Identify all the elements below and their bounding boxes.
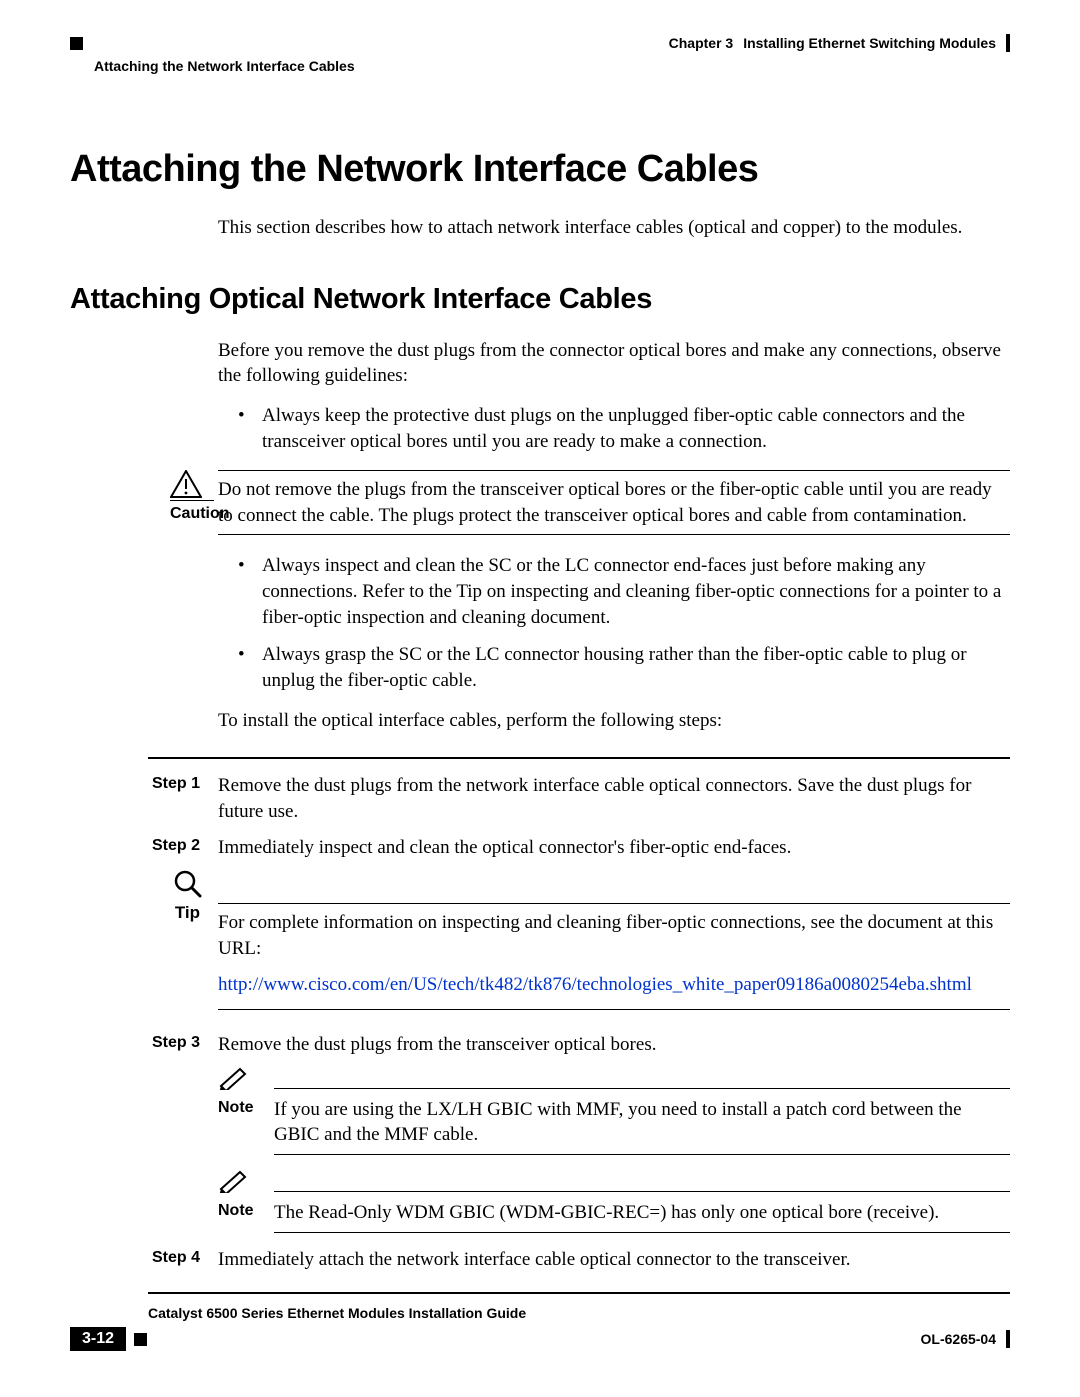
footer-bullet-icon [134,1333,147,1346]
guideline-list-2: Always inspect and clean the SC or the L… [238,553,1010,693]
step-label: Step 4 [70,1247,218,1273]
footer-rule [142,1338,1010,1340]
step-row: Step 3 Remove the dust plugs from the tr… [70,1032,1010,1058]
note-row: Note If you are using the LX/LH GBIC wit… [218,1095,1010,1148]
header-right: Chapter 3 Installing Ethernet Switching … [669,34,1010,52]
tip-icon-row [172,868,1010,903]
note-rule-top [274,1191,1010,1192]
note-icon-cell [218,1169,274,1198]
caution-callout: Caution Do not remove the plugs from the… [70,470,1010,535]
caution-body-column: Do not remove the plugs from the transce… [218,470,1010,535]
footer-bar: 3-12 OL-6265-04 [70,1325,1010,1353]
intro-paragraph: This section describes how to attach net… [218,215,1010,241]
header-section-title: Attaching the Network Interface Cables [70,58,1010,74]
note-icon [218,1066,248,1090]
footer-right: OL-6265-04 [921,1330,1010,1348]
note-icon [218,1169,248,1193]
note-rule-bottom [274,1154,1010,1155]
page-header: Chapter 3 Installing Ethernet Switching … [70,34,1010,52]
caution-icon [170,470,202,498]
tip-icon [172,868,202,898]
caution-icon-underline [170,500,214,501]
caution-rule-top [218,470,1010,471]
footer-page-number: 3-12 [70,1327,126,1351]
note-text: If you are using the LX/LH GBIC with MMF… [274,1095,1010,1148]
guideline-item: Always keep the protective dust plugs on… [238,403,1010,454]
note-text: The Read-Only WDM GBIC (WDM-GBIC-REC=) h… [274,1198,1010,1226]
footer-divider-icon [1006,1330,1010,1348]
step-row: Step 1 Remove the dust plugs from the ne… [70,773,1010,824]
step-label: Step 3 [70,1032,218,1058]
note-rule-top [274,1088,1010,1089]
caution-text: Do not remove the plugs from the transce… [218,477,1010,528]
step-label: Step 2 [70,835,218,861]
page-title: Attaching the Network Interface Cables [70,148,1010,191]
step-row: Step 4 Immediately attach the network in… [70,1247,1010,1273]
note-rule-row [218,1148,1010,1155]
step-row: Step 2 Immediately inspect and clean the… [70,835,1010,861]
steps-rule-top [148,757,1010,759]
page-footer: Catalyst 6500 Series Ethernet Modules In… [70,1305,1010,1353]
footer-guide-title: Catalyst 6500 Series Ethernet Modules In… [148,1305,1010,1321]
guideline-list: Always keep the protective dust plugs on… [238,403,1010,454]
chapter-label: Chapter 3 [669,35,734,51]
tip-url-row: http://www.cisco.com/en/US/tech/tk482/tk… [218,972,1010,998]
tip-body-column: For complete information on inspecting a… [218,903,1010,1010]
tip-text: For complete information on inspecting a… [218,910,1010,961]
step-body: Remove the dust plugs from the transceiv… [218,1032,1010,1058]
before-paragraph: Before you remove the dust plugs from th… [218,338,1010,389]
note-label: Note [218,1198,274,1220]
tip-callout: Tip For complete information on inspecti… [70,903,1010,1010]
caution-label-column: Caution [70,470,218,535]
install-paragraph: To install the optical interface cables,… [218,708,1010,734]
step-body: Remove the dust plugs from the network i… [218,773,1010,824]
caution-rule-bottom [218,534,1010,535]
tip-link[interactable]: http://www.cisco.com/en/US/tech/tk482/tk… [218,974,972,995]
header-left [70,37,83,50]
step-body: Immediately attach the network interface… [218,1247,1010,1273]
header-bullet-icon [70,37,83,50]
section-title: Attaching Optical Network Interface Cabl… [70,283,1010,316]
tip-label: Tip [175,903,200,923]
steps-rule-bottom [148,1292,1010,1294]
note-icon-cell [218,1066,274,1095]
footer-doc-id: OL-6265-04 [921,1331,996,1347]
step-label: Step 1 [70,773,218,824]
document-page: Chapter 3 Installing Ethernet Switching … [0,0,1080,1397]
note-block [218,1169,1010,1198]
guideline-item: Always inspect and clean the SC or the L… [238,553,1010,630]
guideline-item: Always grasp the SC or the LC connector … [238,642,1010,693]
step-body: Immediately inspect and clean the optica… [218,835,1010,861]
note-block [218,1066,1010,1095]
chapter-title: Installing Ethernet Switching Modules [743,35,996,51]
tip-rule-top [218,903,1010,904]
note-label: Note [218,1095,274,1117]
tip-rule-bottom [218,1009,1010,1010]
note-row: Note The Read-Only WDM GBIC (WDM-GBIC-RE… [218,1198,1010,1226]
note-rule-bottom [274,1232,1010,1233]
tip-label-column: Tip [70,903,218,1010]
note-rule-row [218,1226,1010,1233]
header-divider-icon [1006,34,1010,52]
